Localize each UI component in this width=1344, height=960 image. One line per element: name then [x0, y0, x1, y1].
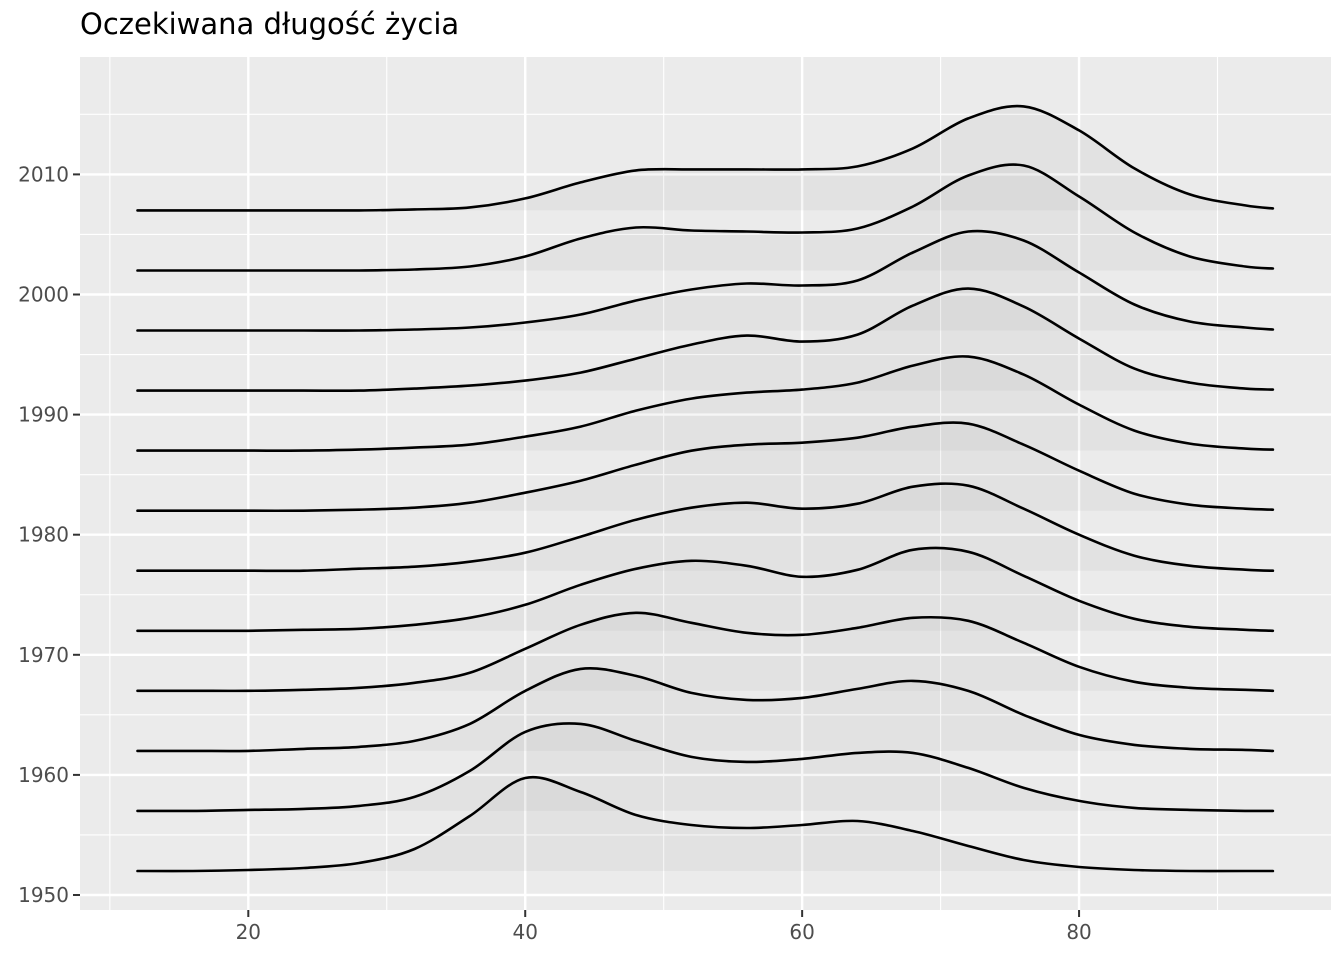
- ridge-line-1992: [136, 287, 1275, 393]
- ridge-line-1987: [136, 355, 1275, 452]
- ridge-line-1967: [136, 611, 1275, 693]
- y-axis-label: 2000: [18, 283, 69, 307]
- chart-title: Oczekiwana długość życia: [80, 7, 460, 41]
- y-axis-label: 1950: [18, 883, 69, 907]
- ridge-line-1957: [136, 722, 1275, 813]
- ridge-line-1997: [136, 229, 1275, 332]
- ridge-line-2007: [136, 104, 1275, 212]
- plot-panel: [80, 57, 1331, 910]
- ridge-line-1977: [136, 482, 1275, 573]
- ridge-line-1962: [136, 667, 1275, 753]
- ridge-line-2002: [136, 163, 1275, 272]
- y-axis-label: 2010: [18, 162, 69, 186]
- y-axis-label: 1990: [18, 403, 69, 427]
- x-axis-label: 20: [236, 920, 261, 944]
- ridge-line-1982: [136, 421, 1275, 513]
- ridge-line-1972: [136, 546, 1275, 633]
- y-axis-label: 1970: [18, 643, 69, 667]
- y-axis-label: 1980: [18, 523, 69, 547]
- ridge-line-1952: [136, 775, 1275, 873]
- x-axis-label: 40: [512, 920, 537, 944]
- y-axis-label: 1960: [18, 763, 69, 787]
- x-axis-label: 60: [789, 920, 814, 944]
- x-axis-label: 80: [1066, 920, 1091, 944]
